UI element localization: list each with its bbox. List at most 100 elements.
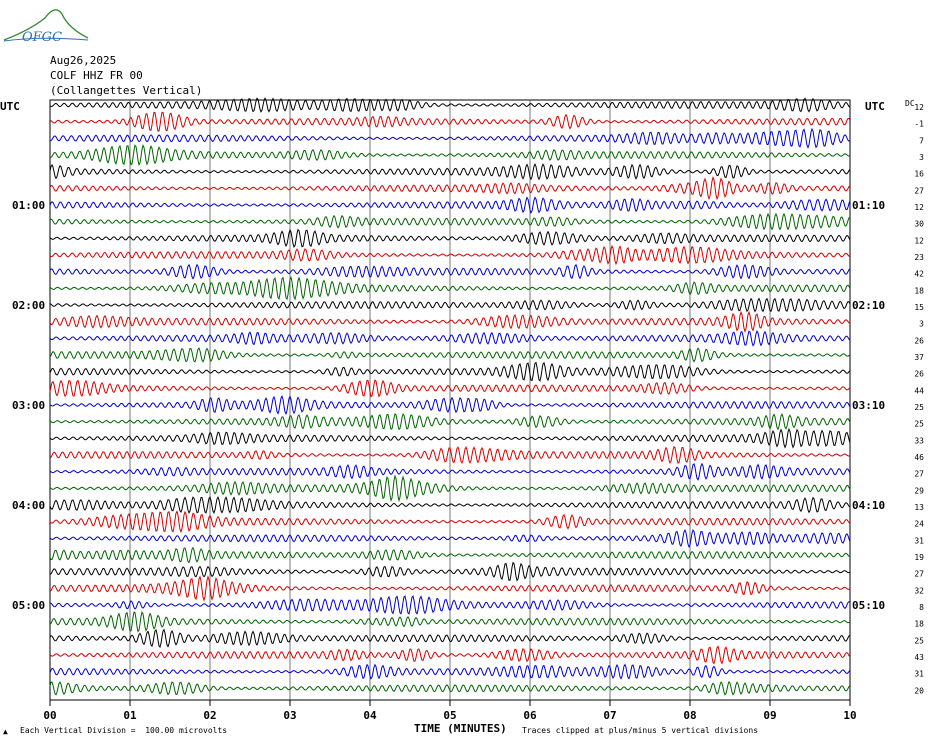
ofgc-logo: OFGC <box>3 9 89 45</box>
seismic-trace <box>49 228 851 249</box>
x-tick-label: 06 <box>523 709 537 722</box>
corner-mark: ▲ <box>3 727 8 736</box>
dc-offset-label: 3 <box>919 320 924 329</box>
dc-offset-label: 15 <box>914 303 924 312</box>
dc-offset-label: -1 <box>914 120 924 129</box>
seismic-trace <box>49 196 851 214</box>
dc-offset-label: 29 <box>914 486 924 495</box>
seismic-trace <box>49 329 851 347</box>
header-station: COLF HHZ FR 00 <box>50 69 143 82</box>
seismic-trace <box>49 361 851 382</box>
seismic-trace <box>49 162 851 181</box>
seismic-trace <box>49 610 851 633</box>
dc-offset-label: 25 <box>914 403 924 412</box>
seismic-trace <box>49 474 851 503</box>
dc-offset-label: 42 <box>914 270 924 279</box>
dc-offset-label: 8 <box>919 603 924 612</box>
seismic-trace <box>49 310 851 333</box>
left-time-label: 05:00 <box>12 599 45 612</box>
header-date: Aug26,2025 <box>50 54 117 67</box>
dc-offset-label: 18 <box>914 620 924 629</box>
seismic-trace <box>49 413 851 431</box>
dc-offset-label: 3 <box>919 153 924 162</box>
scale-note: Each Vertical Division = 100.00 microvol… <box>20 726 228 735</box>
dc-offset-label: 31 <box>914 536 924 545</box>
seismic-trace <box>49 244 851 266</box>
dc-offset-label: 7 <box>919 136 924 145</box>
seismic-trace <box>49 595 851 615</box>
dc-offset-label: 20 <box>914 686 924 695</box>
seismic-trace <box>49 628 851 649</box>
x-tick-label: 09 <box>763 709 776 722</box>
seismic-trace <box>49 445 851 465</box>
left-time-label: 01:00 <box>12 199 45 212</box>
dc-offset-label: 25 <box>914 636 924 645</box>
dc-offset-label: 19 <box>914 553 924 562</box>
utc-right-label: UTC <box>865 100 885 113</box>
seismic-trace <box>49 663 851 680</box>
seismic-trace <box>49 144 851 167</box>
dc-offset-label: 16 <box>914 170 924 179</box>
dc-offset-label: 25 <box>914 420 924 429</box>
dc-offset-label: 46 <box>914 453 924 462</box>
seismic-trace <box>49 561 851 582</box>
dc-offset-label: 12 <box>914 103 924 112</box>
seismic-trace <box>49 546 851 564</box>
seismic-trace <box>49 496 851 514</box>
clip-note: Traces clipped at plus/minus 5 vertical … <box>522 726 759 735</box>
left-time-label: 03:00 <box>12 399 45 412</box>
dc-offset-label: 13 <box>914 503 924 512</box>
seismic-trace <box>49 297 851 313</box>
seismic-trace <box>49 528 851 549</box>
x-tick-label: 00 <box>43 709 56 722</box>
seismic-trace <box>49 394 851 416</box>
dc-offset-label: 30 <box>914 220 924 229</box>
utc-left-label: UTC <box>0 100 20 113</box>
dc-label: DC <box>905 99 915 108</box>
seismic-trace <box>49 645 851 665</box>
seismic-trace <box>49 427 851 449</box>
dc-offset-label: 33 <box>914 436 924 445</box>
x-tick-label: 07 <box>603 709 616 722</box>
dc-offset-label: 32 <box>914 586 924 595</box>
dc-offset-label: 27 <box>914 470 924 479</box>
seismic-trace <box>49 111 851 132</box>
seismic-trace <box>49 276 851 301</box>
logo-text: OFGC <box>22 30 62 45</box>
seismic-trace <box>49 462 851 481</box>
x-tick-label: 02 <box>203 709 216 722</box>
seismic-trace <box>49 347 851 363</box>
x-axis-title: TIME (MINUTES) <box>414 722 507 735</box>
seismic-trace <box>49 680 851 696</box>
dc-offset-label: 44 <box>914 386 924 395</box>
dc-offset-label: 12 <box>914 236 924 245</box>
right-time-label: 03:10 <box>852 399 885 412</box>
seismic-trace <box>49 97 851 113</box>
x-tick-label: 10 <box>843 709 856 722</box>
right-time-label: 04:10 <box>852 499 885 512</box>
dc-offset-label: 18 <box>914 286 924 295</box>
seismic-trace <box>49 575 851 602</box>
dc-offset-label: 24 <box>914 520 924 529</box>
x-tick-label: 05 <box>443 709 456 722</box>
dc-offset-label: 31 <box>914 670 924 679</box>
seismic-trace <box>49 379 851 398</box>
left-time-label: 04:00 <box>12 499 45 512</box>
right-time-label: 01:10 <box>852 199 885 212</box>
header-location: (Collangettes Vertical) <box>50 84 203 97</box>
seismic-trace <box>49 176 851 201</box>
dc-offset-label: 12 <box>914 203 924 212</box>
dc-offset-label: 26 <box>914 370 924 379</box>
dc-offset-label: 37 <box>914 353 924 362</box>
dc-offset-label: 23 <box>914 253 924 262</box>
seismic-trace <box>49 263 851 280</box>
x-tick-label: 08 <box>683 709 696 722</box>
x-tick-label: 03 <box>283 709 296 722</box>
dc-offset-label: 27 <box>914 186 924 195</box>
dc-offset-label: 27 <box>914 570 924 579</box>
dc-offset-label: 26 <box>914 336 924 345</box>
right-time-label: 05:10 <box>852 599 885 612</box>
x-tick-label: 04 <box>363 709 377 722</box>
seismic-trace <box>49 510 851 534</box>
